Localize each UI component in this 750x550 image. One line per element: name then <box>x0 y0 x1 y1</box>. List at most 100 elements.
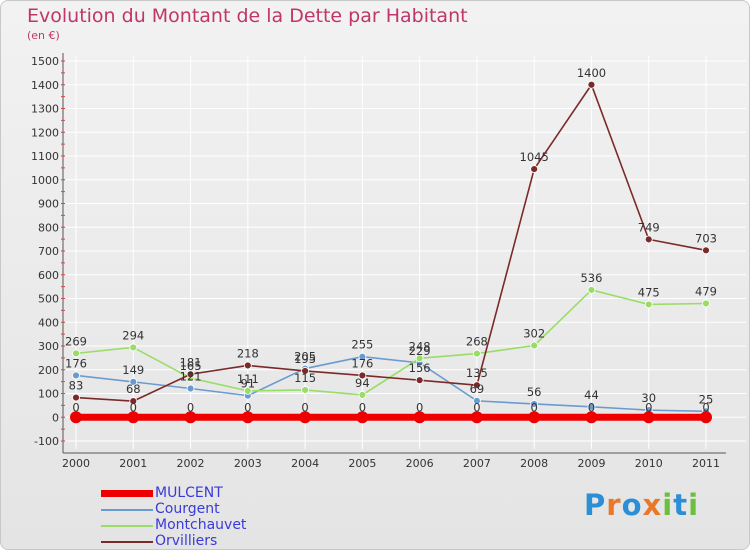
data-point-mulcent <box>585 411 598 424</box>
x-tick-label: 2004 <box>291 457 319 470</box>
legend-label-montchauvet: Montchauvet <box>155 517 247 533</box>
data-label-montchauvet: 111 <box>237 372 259 386</box>
legend-label-orvilliers: Orvilliers <box>155 533 218 549</box>
series-line-courgent <box>75 355 707 413</box>
y-tick-label: 0 <box>52 411 59 424</box>
data-label-mulcent: 0 <box>359 400 366 414</box>
data-label-mulcent: 0 <box>416 400 423 414</box>
x-tick-label: 2008 <box>520 457 548 470</box>
y-tick-label: 500 <box>38 293 59 306</box>
data-point-courgent <box>72 371 80 380</box>
brand-letter: i <box>688 488 700 522</box>
series-line-montchauvet <box>75 289 707 396</box>
data-point-orvilliers <box>530 165 539 173</box>
data-label-mulcent: 0 <box>645 400 652 414</box>
data-label-montchauvet: 294 <box>122 328 144 342</box>
x-tick-label: 2002 <box>177 457 205 470</box>
y-tick-label: 1100 <box>31 150 59 163</box>
y-tick-label: 100 <box>38 388 59 401</box>
legend-swatch-mulcent <box>101 490 153 497</box>
brand-letter: t <box>673 488 689 522</box>
data-point-mulcent <box>470 411 483 424</box>
data-label-orvilliers: 135 <box>466 366 488 380</box>
data-label-orvilliers: 218 <box>237 346 259 360</box>
data-label-montchauvet: 302 <box>523 327 545 341</box>
chart-title: Evolution du Montant de la Dette par Hab… <box>27 5 468 27</box>
brand-logo: Proxiti <box>584 488 699 522</box>
data-label-courgent: 229 <box>409 344 431 358</box>
data-point-mulcent <box>700 411 712 424</box>
data-label-mulcent: 0 <box>301 400 308 414</box>
data-point-mulcent <box>642 411 655 424</box>
data-point-orvilliers <box>243 361 252 370</box>
data-point-orvilliers <box>415 376 424 385</box>
data-point-montchauvet <box>415 354 424 363</box>
data-point-mulcent <box>356 411 369 424</box>
data-label-montchauvet: 165 <box>180 359 202 373</box>
data-label-orvilliers: 195 <box>294 352 316 366</box>
data-point-mulcent <box>70 411 82 424</box>
data-point-orvilliers <box>358 371 367 380</box>
data-label-courgent: 149 <box>122 363 144 377</box>
data-point-orvilliers <box>72 393 80 402</box>
data-point-courgent <box>358 352 367 361</box>
y-tick-label: 300 <box>38 340 59 353</box>
data-label-mulcent: 0 <box>244 400 251 414</box>
data-label-courgent: 176 <box>65 356 87 370</box>
data-label-courgent: 91 <box>240 377 255 391</box>
series-layer <box>70 80 712 424</box>
data-label-courgent: 255 <box>351 338 373 352</box>
data-point-montchauvet <box>358 391 367 399</box>
x-tick-label: 2003 <box>234 457 262 470</box>
data-label-montchauvet: 94 <box>355 376 370 390</box>
y-tick-label: 400 <box>38 316 59 329</box>
data-point-mulcent <box>184 411 197 424</box>
legend-swatch-courgent <box>101 509 153 511</box>
data-label-courgent: 56 <box>527 385 542 399</box>
data-label-montchauvet: 479 <box>695 284 717 298</box>
data-point-orvilliers <box>301 367 309 375</box>
data-point-mulcent <box>299 411 312 424</box>
series-line-orvilliers <box>75 83 707 402</box>
x-tick-label: 2007 <box>463 457 491 470</box>
data-label-montchauvet: 269 <box>65 334 87 348</box>
data-point-courgent <box>186 384 195 393</box>
chart-unit: (en €) <box>27 29 60 42</box>
y-tick-label: 700 <box>38 245 59 258</box>
legend-label-courgent: Courgent <box>155 501 220 517</box>
data-label-mulcent: 0 <box>531 400 538 414</box>
y-tick-label: 600 <box>38 269 59 282</box>
data-point-courgent <box>530 400 539 408</box>
data-label-montchauvet: 268 <box>466 335 488 349</box>
data-label-orvilliers: 68 <box>126 382 141 396</box>
y-tick-label: 1400 <box>31 79 59 92</box>
brand-letter: x <box>642 488 663 522</box>
brand-letter: i <box>662 488 674 522</box>
data-label-orvilliers: 181 <box>180 355 202 369</box>
brand-letter: P <box>584 488 607 522</box>
data-label-mulcent: 0 <box>72 400 79 414</box>
data-point-orvilliers <box>702 246 710 255</box>
data-point-mulcent <box>241 411 254 424</box>
data-label-montchauvet: 475 <box>638 285 660 299</box>
data-label-montchauvet: 248 <box>409 339 431 353</box>
x-tick-label: 2001 <box>119 457 147 470</box>
x-tick-label: 2010 <box>635 457 663 470</box>
data-label-mulcent: 0 <box>187 400 194 414</box>
data-point-montchauvet <box>301 386 309 394</box>
data-label-orvilliers: 156 <box>409 361 431 375</box>
data-label-orvilliers: 83 <box>69 379 84 393</box>
data-label-courgent: 121 <box>180 370 202 384</box>
y-tick-label: 1500 <box>31 55 59 68</box>
brand-letter: o <box>621 488 643 522</box>
data-point-orvilliers <box>129 397 138 406</box>
x-tick-label: 2006 <box>406 457 434 470</box>
data-point-montchauvet <box>473 349 481 358</box>
data-point-mulcent <box>413 411 426 424</box>
y-tick-label: 1200 <box>31 126 59 139</box>
data-point-courgent <box>587 402 596 411</box>
data-label-courgent: 44 <box>584 388 599 402</box>
y-tick-label: 800 <box>38 221 59 234</box>
data-point-montchauvet <box>243 386 252 395</box>
x-tick-label: 2000 <box>62 457 90 470</box>
